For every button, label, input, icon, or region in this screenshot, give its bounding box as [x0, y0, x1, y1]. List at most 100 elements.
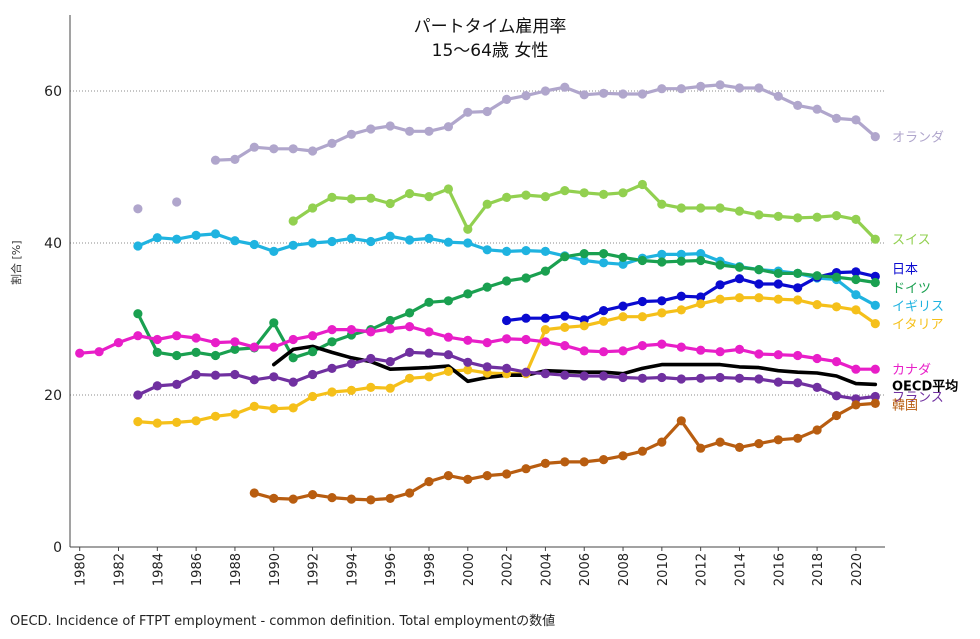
point-9-2002: [502, 469, 512, 479]
point-0-2015: [754, 83, 764, 93]
point-6-1994: [346, 325, 356, 335]
point-8-2021: [870, 391, 880, 402]
point-9-2021: [870, 398, 880, 408]
point-6-2011: [676, 342, 686, 352]
point-6-2012: [696, 345, 706, 355]
point-0-2011: [676, 84, 686, 94]
point-9-2008: [618, 451, 628, 461]
y-tick-60: 60: [44, 84, 62, 100]
point-9-2019: [831, 410, 842, 421]
point-6-1983: [133, 331, 143, 341]
point-5-1993: [327, 387, 337, 397]
point-1-2021: [870, 234, 880, 244]
point-5-2018: [812, 300, 822, 310]
point-0-2010: [657, 84, 667, 94]
point-6-2005: [560, 341, 570, 351]
point-0-2008: [618, 89, 628, 99]
point-6-1998: [424, 327, 434, 337]
x-tick-1994: 1994: [345, 553, 360, 586]
point-4-2007: [599, 249, 609, 259]
point-4-1991: [288, 353, 298, 363]
point-5-1984: [152, 418, 162, 428]
point-4-2012: [696, 255, 706, 266]
point-4-1986: [191, 347, 201, 357]
point-2-2002: [502, 246, 512, 256]
point-8-2014: [734, 373, 745, 383]
point-8-2010: [657, 372, 667, 383]
point-3-2011: [676, 291, 686, 301]
point-6-2010: [657, 339, 667, 349]
point-6-2017: [793, 350, 803, 361]
point-6-2004: [540, 337, 551, 347]
point-2-1983: [133, 241, 143, 251]
point-6-1991: [288, 334, 298, 345]
point-9-2009: [637, 446, 648, 456]
point-6-2013: [715, 347, 725, 357]
point-9-2015: [754, 439, 764, 449]
point-1-2012: [696, 203, 706, 213]
point-0-1992: [308, 146, 318, 156]
point-9-1997: [405, 488, 415, 498]
point-1-2001: [482, 199, 492, 209]
point-4-1990: [269, 318, 279, 328]
point-4-2017: [793, 268, 803, 278]
point-6-2020: [851, 364, 861, 374]
point-8-1989: [249, 375, 259, 385]
x-tick-1998: 1998: [423, 553, 438, 586]
point-9-2013: [715, 437, 725, 447]
point-4-2003: [521, 273, 531, 283]
point-1-2008: [618, 188, 628, 198]
x-tick-2006: 2006: [578, 553, 593, 586]
point-6-2002: [502, 334, 512, 344]
point-4-1983: [133, 309, 143, 319]
point-9-2004: [540, 458, 551, 468]
point-2-2007: [599, 258, 609, 268]
point-8-1998: [424, 348, 434, 358]
point-1-2004: [540, 192, 551, 202]
point-6-1982: [113, 338, 124, 348]
point-2-1985: [172, 234, 182, 244]
point-6-1985: [172, 331, 182, 341]
point-1-2002: [502, 192, 512, 202]
point-2-1989: [249, 239, 259, 250]
point-9-2016: [773, 435, 783, 445]
point-5-2004: [540, 325, 551, 335]
point-1-2011: [676, 203, 686, 213]
point-8-2002: [502, 363, 512, 373]
point-9-2017: [793, 433, 803, 443]
point-6-2014: [734, 344, 745, 354]
tick-labels: 0 20 40 60 1980 1982 1984 1986 1988 1990 1992 1994 1…: [44, 84, 865, 586]
point-8-2000: [463, 357, 473, 367]
point-8-2007: [599, 371, 609, 381]
point-8-2005: [560, 370, 570, 380]
point-4-1988: [230, 344, 240, 354]
point-0-1989: [249, 142, 259, 152]
point-5-2007: [599, 316, 609, 326]
point-6-2018: [812, 353, 822, 364]
point-0-1987: [210, 155, 221, 165]
point-0-1985: [172, 197, 182, 207]
point-5-2021: [870, 319, 880, 329]
point-8-1988: [230, 369, 240, 380]
point-2-2008: [618, 259, 628, 269]
point-9-1996: [385, 493, 395, 503]
point-5-2012: [696, 299, 706, 309]
point-8-2015: [754, 374, 764, 384]
point-6-1984: [152, 334, 162, 345]
point-5-2011: [676, 305, 686, 315]
point-3-2010: [657, 296, 667, 306]
point-5-2008: [618, 312, 628, 322]
point-8-2011: [676, 374, 686, 384]
point-9-1995: [366, 495, 376, 505]
point-1-1991: [288, 216, 298, 226]
point-6-2019: [831, 357, 842, 367]
point-8-1996: [385, 357, 395, 367]
point-4-1984: [152, 347, 162, 357]
point-4-2004: [540, 266, 551, 276]
point-2-2001: [482, 245, 492, 255]
point-8-1997: [405, 347, 415, 357]
point-2-1988: [230, 236, 240, 246]
point-1-2007: [599, 189, 609, 199]
point-0-1999: [443, 122, 453, 132]
